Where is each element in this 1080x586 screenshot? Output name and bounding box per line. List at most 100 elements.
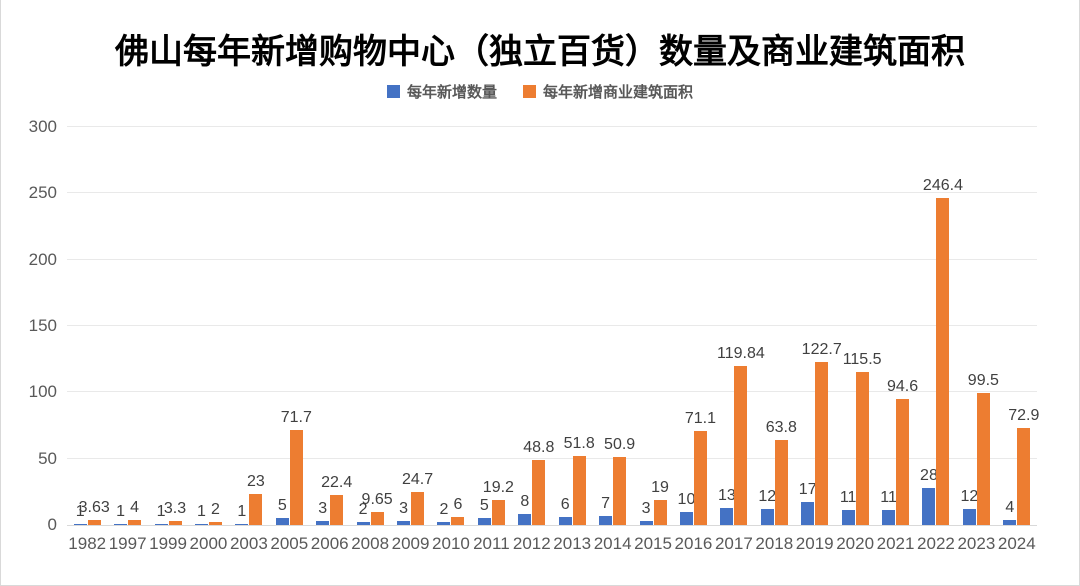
- x-axis-label-1982: 1982: [68, 534, 107, 553]
- legend-label-area: 每年新增商业建筑面积: [543, 84, 694, 101]
- data-label-count-2023: 12: [960, 488, 979, 505]
- bar-area-2017: [734, 366, 748, 525]
- bar-count-2024: [1003, 520, 1017, 525]
- x-axis-label-2016: 2016: [674, 534, 713, 553]
- legend-item-area: 每年新增商业建筑面积: [523, 81, 693, 102]
- bar-area-2005: [289, 430, 303, 525]
- bar-area-2003: [249, 494, 263, 525]
- y-axis-label-50: 50: [38, 448, 57, 468]
- y-axis-label-150: 150: [28, 316, 57, 335]
- bar-area-2012: [532, 460, 546, 525]
- x-axis-label-2009: 2009: [391, 534, 430, 553]
- bar-count-2014: [599, 516, 613, 525]
- bar-count-2018: [760, 509, 774, 525]
- x-axis-label-2013: 2013: [553, 534, 592, 553]
- bar-count-2000: [194, 524, 208, 525]
- x-axis-label-2019: 2019: [795, 534, 834, 553]
- bar-area-2013: [572, 456, 586, 525]
- bar-count-2015: [639, 521, 653, 525]
- data-label-count-2020: 11: [839, 489, 857, 506]
- bar-count-2010: [437, 522, 451, 525]
- data-label-area-2018: 63.8: [765, 419, 797, 436]
- data-label-count-2018: 12: [758, 488, 777, 505]
- data-label-count-2010: 2: [439, 501, 449, 518]
- bar-count-2008: [356, 522, 370, 525]
- data-label-area-2011: 19.2: [482, 479, 514, 496]
- x-axis-label-2024: 2024: [997, 534, 1036, 553]
- bar-count-2019: [801, 502, 815, 525]
- bar-count-2009: [397, 521, 411, 525]
- data-label-area-2024: 72.9: [1008, 407, 1040, 424]
- bar-count-1999: [154, 524, 168, 525]
- x-axis-label-1999: 1999: [149, 534, 187, 553]
- gridline-y-100: [67, 391, 1037, 393]
- plot-area: 1982 1 3.63 1997 1 4 1999 1 3.3 2000 1 2 2003 1 23 2005…: [67, 126, 1040, 553]
- data-label-count-2009: 3: [399, 500, 408, 517]
- x-axis-label-2022: 2022: [917, 534, 955, 553]
- chart-title: 佛山每年新增购物中心（独立百货）数量及商业建筑面积: [115, 33, 965, 71]
- data-label-area-2000: 2: [211, 501, 220, 518]
- gridline-y-200: [67, 258, 1037, 260]
- bar-area-2016: [693, 431, 707, 525]
- data-label-count-2008: 2: [358, 501, 368, 518]
- bar-area-2019: [815, 362, 829, 525]
- bar-count-2011: [477, 518, 491, 525]
- data-label-area-2020: 115.5: [842, 351, 882, 368]
- gridline-y-150: [67, 325, 1037, 326]
- data-label-area-2009: 24.7: [401, 471, 434, 488]
- data-label-count-2013: 6: [560, 496, 570, 513]
- data-label-area-2006: 22.4: [321, 474, 353, 491]
- y-axis-label-0: 0: [47, 515, 57, 534]
- x-axis-label-2015: 2015: [634, 534, 672, 553]
- x-axis-label-2010: 2010: [432, 534, 470, 553]
- bar-area-2011: [491, 500, 505, 525]
- y-axis-label-200: 200: [28, 249, 57, 269]
- data-label-area-2008: 9.65: [361, 491, 393, 508]
- data-label-area-2017: 119.84: [717, 345, 765, 362]
- bar-count-2022: [922, 488, 936, 525]
- data-label-area-2013: 51.8: [563, 435, 595, 452]
- data-label-count-2012: 8: [520, 493, 530, 510]
- bar-count-2005: [275, 518, 289, 525]
- data-label-count-2006: 3: [318, 500, 328, 517]
- data-label-area-2021: 94.6: [886, 378, 919, 395]
- data-label-area-2016: 71.1: [684, 410, 717, 427]
- x-axis-label-2000: 2000: [189, 534, 228, 553]
- bar-count-2020: [841, 510, 855, 525]
- bar-area-2014: [613, 457, 627, 525]
- x-axis-label-2018: 2018: [755, 534, 794, 553]
- bar-count-2013: [558, 517, 572, 525]
- data-label-area-2023: 99.5: [967, 372, 999, 389]
- data-label-area-2019: 122.7: [801, 341, 842, 358]
- data-label-count-2019: 17: [798, 481, 817, 498]
- x-axis-label-2003: 2003: [229, 534, 268, 553]
- y-axis-label-100: 100: [28, 382, 57, 402]
- data-label-count-1997: 1: [116, 503, 126, 520]
- bar-area-2021: [896, 399, 910, 525]
- bar-area-2020: [855, 372, 869, 525]
- gridline-y-300: [67, 126, 1037, 127]
- bar-area-2023: [976, 393, 990, 525]
- data-label-area-2005: 71.7: [280, 409, 312, 426]
- data-label-count-1982: 1: [75, 503, 85, 520]
- data-label-area-1999: 3.3: [163, 500, 187, 517]
- data-label-count-2016: 10: [677, 491, 696, 508]
- bar-area-2000: [208, 522, 222, 525]
- data-label-count-2000: 1: [197, 503, 206, 520]
- data-label-area-2003: 23: [246, 473, 265, 490]
- bar-count-2012: [518, 514, 532, 525]
- bar-count-2016: [679, 512, 693, 525]
- bar-count-2003: [235, 524, 249, 525]
- data-label-area-2010: 6: [453, 496, 463, 513]
- bar-count-2017: [720, 508, 734, 525]
- data-label-area-2015: 19: [651, 479, 669, 496]
- data-label-area-2022: 246.4: [922, 177, 963, 194]
- bar-count-2021: [882, 510, 896, 525]
- bar-area-1982: [87, 520, 101, 525]
- x-axis-label-2008: 2008: [351, 534, 390, 553]
- data-label-count-2022: 28: [920, 467, 938, 484]
- bar-area-2009: [411, 492, 425, 525]
- x-axis-label-2014: 2014: [593, 534, 632, 553]
- bar-area-2010: [451, 517, 465, 525]
